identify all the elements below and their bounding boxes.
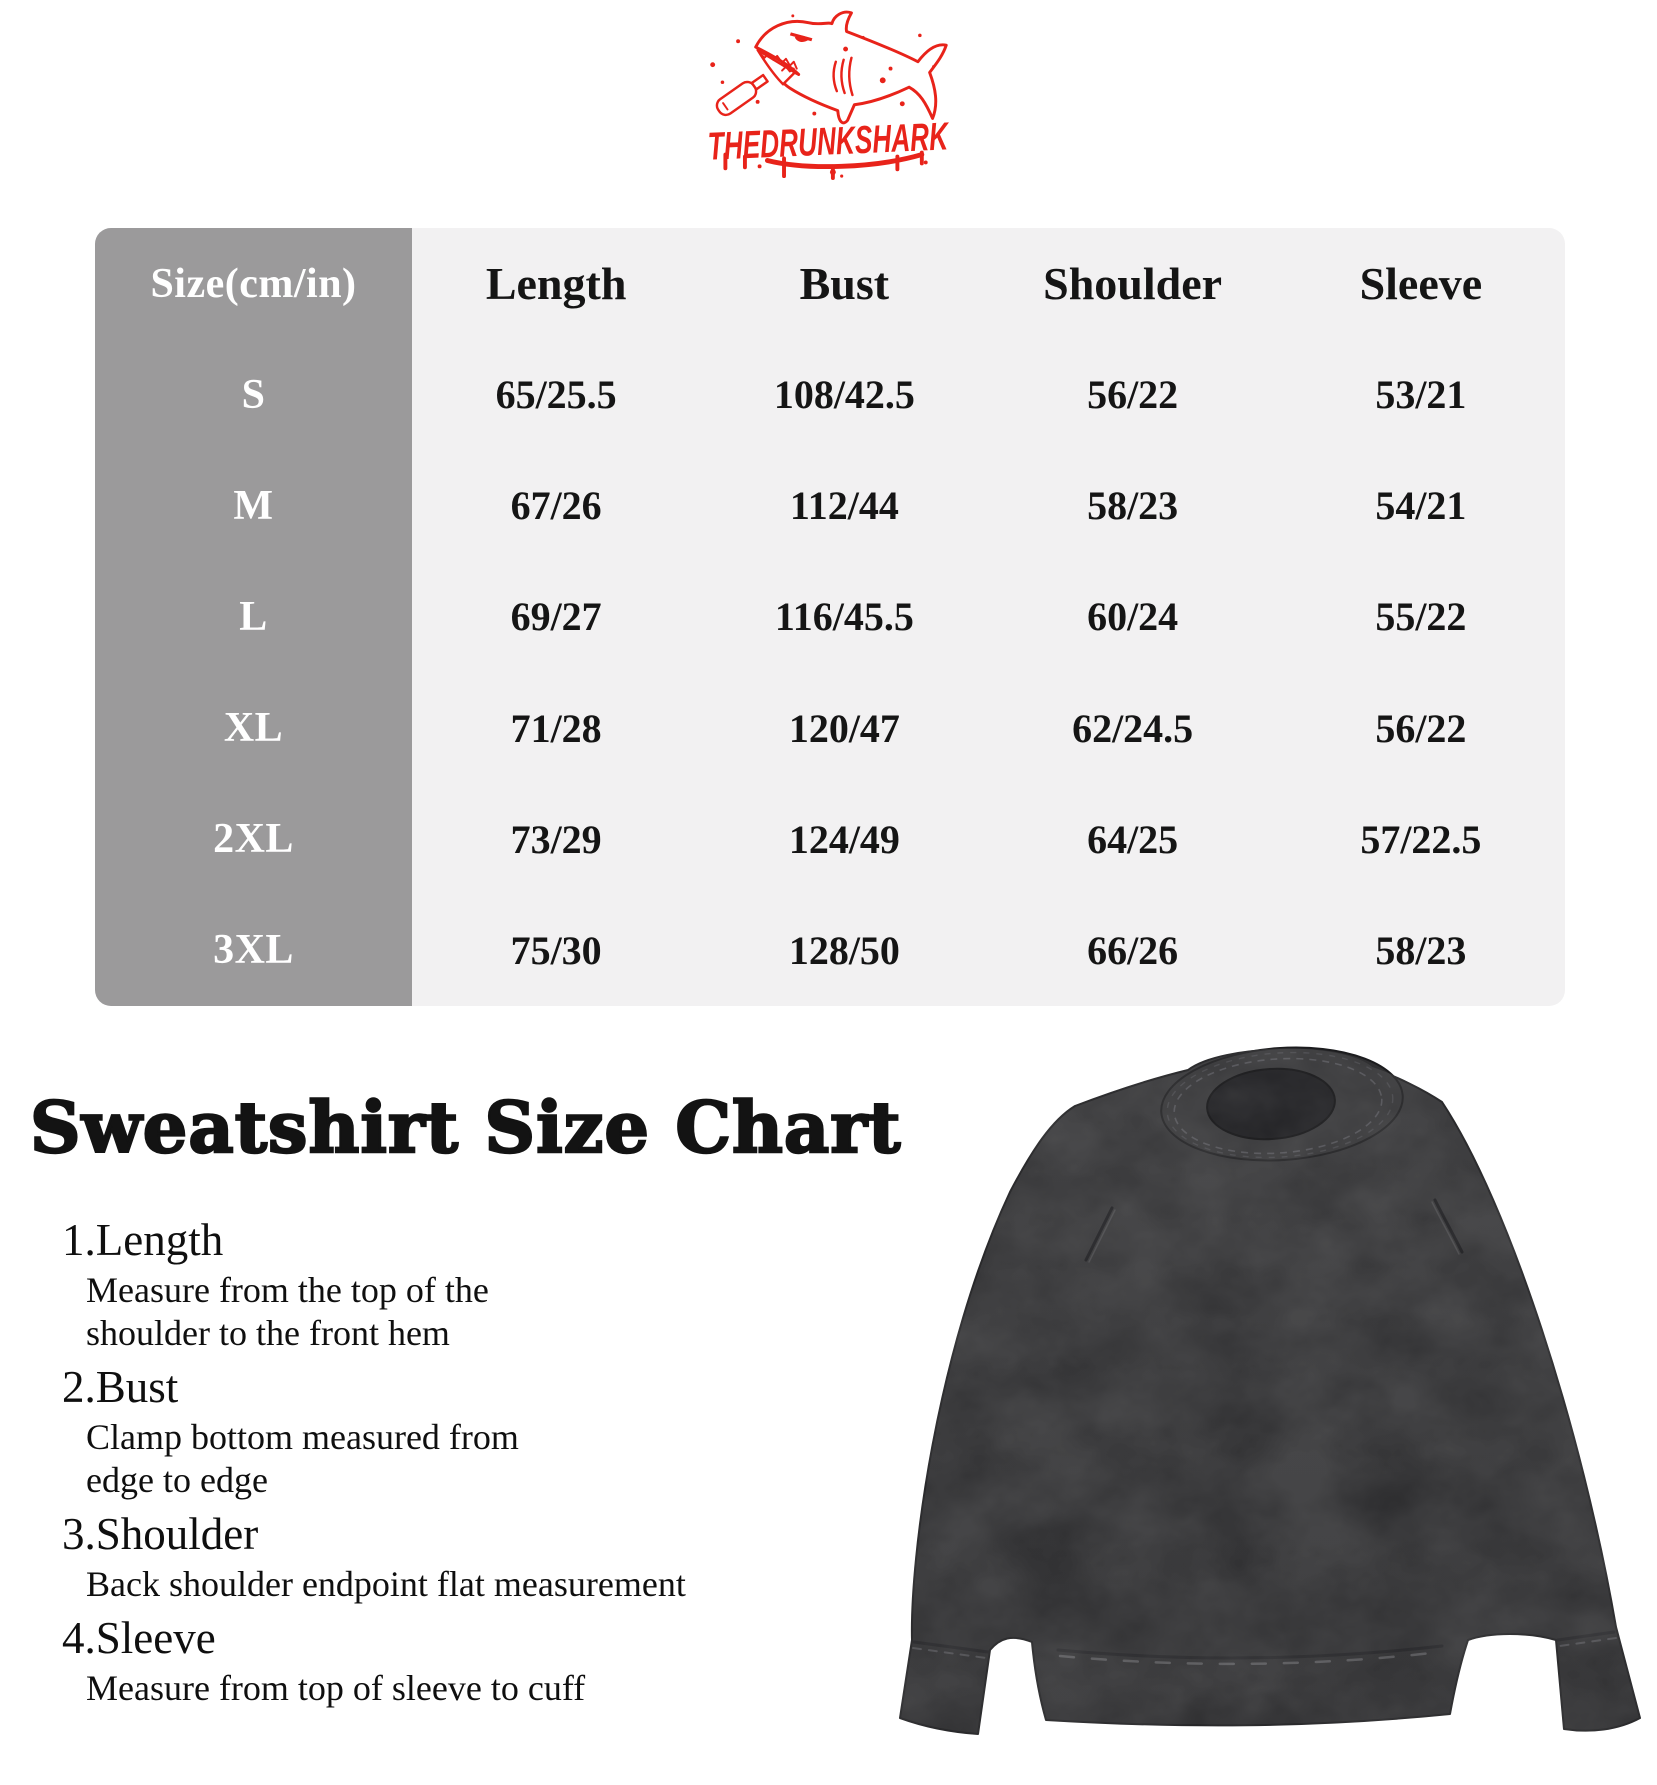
measurement-value: 57/22.5: [1360, 816, 1482, 862]
measurement-value: 60/24: [1087, 594, 1179, 640]
size-label: S: [95, 339, 412, 451]
column-header: Bust: [799, 258, 890, 310]
brand-underline-swoosh: [723, 150, 925, 180]
measurement-value: 66/26: [1087, 927, 1179, 973]
note-item: 2.Bust Clamp bottom measured from edge to …: [62, 1361, 782, 1502]
size-label: L: [95, 561, 412, 673]
shark-eye: [789, 32, 813, 42]
note-description: Measure from top of sleeve to cuff: [86, 1668, 586, 1708]
note-description: Back shoulder endpoint flat measurement: [86, 1564, 686, 1604]
column-header: Shoulder: [1043, 258, 1223, 310]
measurement-value: 124/49: [788, 816, 900, 862]
measurement-value: 58/23: [1375, 927, 1467, 973]
ink-splatter: [710, 14, 936, 178]
size-column-header: Size(cm/in): [95, 228, 412, 340]
measurement-value: 73/29: [510, 816, 602, 862]
measurement-value: 58/23: [1087, 483, 1179, 529]
measurement-value: 128/50: [788, 927, 900, 973]
measurement-value: 112/44: [789, 483, 899, 529]
measurement-value: 65/25.5: [495, 372, 617, 418]
note-item: 1.Length Measure from the top of the shoul…: [62, 1214, 782, 1355]
size-label: M: [95, 450, 412, 562]
note-description: Clamp bottom measured from edge to edge: [86, 1417, 519, 1500]
measurement-value: 67/26: [510, 483, 602, 529]
note-description: Measure from the top of the shoulder to t…: [86, 1270, 489, 1353]
measurement-value: 108/42.5: [773, 372, 915, 418]
measurement-value: 55/22: [1375, 594, 1467, 640]
measurement-value: 62/24.5: [1072, 705, 1194, 751]
measurement-value: 56/22: [1087, 372, 1179, 418]
page-title: Sweatshirt Size Chart: [29, 1085, 902, 1170]
measurement-value: 75/30: [510, 927, 602, 973]
measurement-value: 53/21: [1375, 372, 1467, 418]
measurement-value: 56/22: [1375, 705, 1467, 751]
note-term: 2.Bust: [62, 1362, 179, 1412]
size-label: 3XL: [95, 894, 412, 1006]
column-header: Length: [485, 258, 627, 310]
brand-logo: THEDRUNKSHARK: [696, 8, 960, 180]
note-term: 4.Sleeve: [62, 1613, 216, 1663]
measurement-value: 69/27: [510, 594, 602, 640]
measurement-value: 64/25: [1087, 816, 1179, 862]
drunk-shark-with-bottle-icon: THEDRUNKSHARK: [707, 10, 951, 180]
size-chart-table: Size(cm/in) Length Bust Shoulder Sleeve S 65/2…: [95, 228, 1565, 1006]
black-sweatshirt-image: [899, 1046, 1641, 1735]
product-photo: [850, 1020, 1657, 1785]
note-item: 3.Shoulder Back shoulder endpoint flat me…: [62, 1508, 782, 1606]
size-label: XL: [95, 672, 412, 784]
note-term: 1.Length: [62, 1215, 224, 1265]
measurement-value: 120/47: [788, 705, 900, 751]
measurement-value: 71/28: [510, 705, 602, 751]
measurement-value: 54/21: [1375, 483, 1467, 529]
note-term: 3.Shoulder: [62, 1509, 259, 1559]
measurement-notes: 1.Length Measure from the top of the shoul…: [62, 1214, 782, 1716]
note-item: 4.Sleeve Measure from top of sleeve to cu…: [62, 1612, 782, 1710]
measurement-value: 116/45.5: [774, 594, 914, 640]
size-label: 2XL: [95, 783, 412, 895]
column-header: Sleeve: [1359, 258, 1483, 310]
